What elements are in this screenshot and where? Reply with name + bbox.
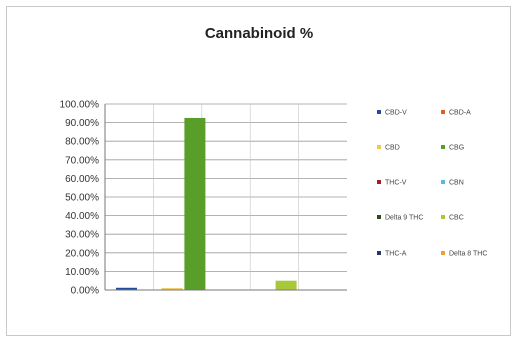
y-tick-label: 40.00% [65,211,99,222]
legend-label: THC-V [385,180,407,187]
legend-label: CBD-V [385,110,407,117]
legend-swatch [441,251,445,255]
axes [104,104,347,291]
bar-cbd [161,288,183,290]
legend-label: CBC [449,215,464,222]
y-tick-label: 70.00% [65,155,99,166]
legend-swatch [377,180,381,184]
y-tick-label: 50.00% [65,193,99,204]
y-axis-tick-labels: 100.00% 90.00% 80.00% 70.00% 60.00% 50.00% 40.… [60,100,100,297]
y-tick-label: 100.00% [60,100,100,111]
legend-label: CBG [449,145,464,152]
y-tick-label: 80.00% [65,137,99,148]
chart-title: Cannabinoid % [205,25,313,42]
bar-cbc [275,280,297,290]
y-tick-label: 0.00% [71,286,99,297]
y-tick-label: 60.00% [65,174,99,185]
bar-cbg [184,117,206,290]
y-tick-label: 20.00% [65,248,99,259]
legend-swatch [441,215,445,219]
legend-swatch [377,251,381,255]
bars [116,117,297,290]
legend-swatch [377,110,381,114]
bar-cbd-v [116,287,137,290]
legend-swatch [441,180,445,184]
chart-frame [6,6,511,336]
legend-label: Delta 8 THC [449,251,487,258]
legend-swatch [441,145,445,149]
y-tick-label: 90.00% [65,118,99,129]
legend-swatch [377,215,381,219]
legend-label: THC-A [385,251,407,258]
legend-label: CBN [449,180,464,187]
legend: CBD-V CBD-A CBD CBG THC-V CBN Delta 9 THC CBC TH… [377,110,487,258]
legend-label: Delta 9 THC [385,215,423,222]
legend-swatch [441,110,445,114]
legend-label: CBD [385,145,400,152]
y-tick-label: 30.00% [65,230,99,241]
grid-lines [105,103,347,291]
legend-label: CBD-A [449,110,471,117]
legend-swatch [377,145,381,149]
y-tick-label: 10.00% [65,267,99,278]
